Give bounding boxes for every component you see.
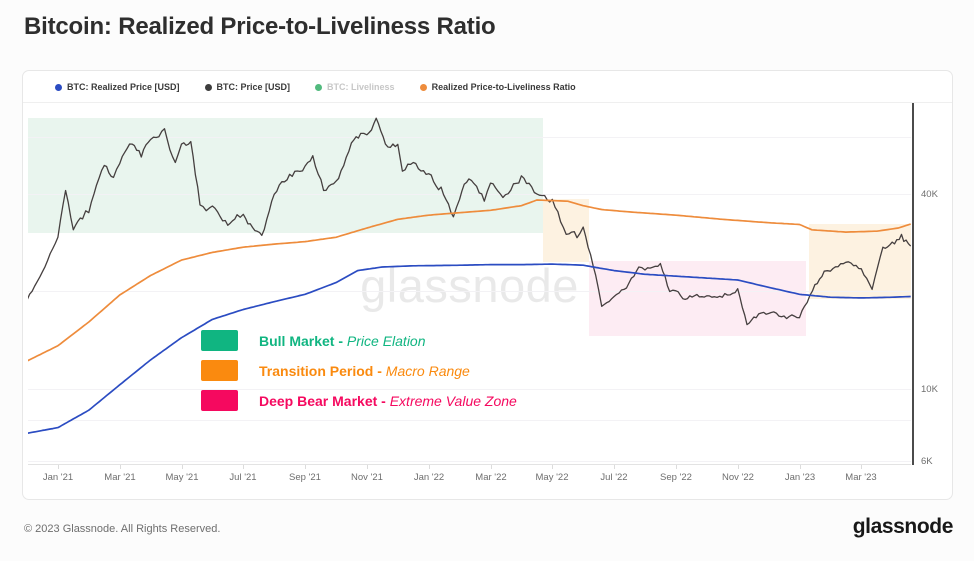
legend-item-btc-price-usd-[interactable]: BTC: Price [USD] — [204, 82, 291, 92]
legend-item-btc-realized-price-usd-[interactable]: BTC: Realized Price [USD] — [55, 82, 180, 92]
zone-transition-period — [808, 224, 911, 299]
legend-dot-icon — [55, 83, 62, 91]
zone-swatch-icon — [201, 330, 238, 351]
gridline-8k — [28, 420, 911, 421]
x-axis-label-sep-22: Sep '22 — [660, 472, 692, 483]
x-axis-label-mar-22: Mar '22 — [475, 472, 507, 483]
gridline-60k — [28, 137, 911, 138]
x-axis-label-nov-22: Nov '22 — [722, 472, 754, 483]
x-axis-label-sep-21: Sep '21 — [289, 472, 321, 483]
series-line-btc-realized-price-usd- — [28, 263, 911, 434]
x-axis-tick — [738, 465, 739, 469]
zone-deep-bear-market — [589, 261, 806, 336]
zone-legend-text: Bull Market - Price Elation — [259, 332, 426, 349]
y-axis-label-40k: 40K — [921, 189, 938, 200]
x-axis-tick — [305, 465, 306, 469]
gridline-20k — [28, 291, 911, 292]
x-axis-label-may-22: May '22 — [535, 472, 569, 483]
gridline-40k — [28, 194, 911, 195]
gridline-10k — [28, 389, 911, 390]
legend-divider — [23, 102, 952, 103]
watermark: glassnode — [360, 259, 579, 312]
x-axis-tick — [429, 465, 430, 469]
x-axis-label-jul-21: Jul '21 — [229, 472, 257, 483]
x-axis-tick — [676, 465, 677, 469]
glassnode-logo: glassnode — [852, 515, 954, 538]
legend-item-realized-price-to-liveliness-ratio[interactable]: Realized Price-to-Liveliness Ratio — [419, 82, 576, 92]
series-line-realized-price-to-liveliness-ratio — [28, 199, 911, 362]
x-axis-label-mar-23: Mar '23 — [845, 472, 877, 483]
y-axis-label-6k: 6K — [921, 456, 933, 467]
plot-area: glassnode Bull Market - Price Elation Tra… — [28, 106, 911, 465]
x-axis-tick — [243, 465, 244, 469]
legend-item-label: BTC: Realized Price [USD] — [67, 82, 180, 92]
y-axis-label-10k: 10K — [921, 384, 938, 395]
zone-legend-text: Deep Bear Market - Extreme Value Zone — [259, 392, 517, 409]
zone-legend-text: Transition Period - Macro Range — [259, 362, 470, 379]
zone-swatch-icon — [201, 390, 238, 411]
x-axis-label-nov-21: Nov '21 — [351, 472, 383, 483]
x-axis-tick — [491, 465, 492, 469]
page-title: Bitcoin: Realized Price-to-Liveliness Ra… — [24, 13, 496, 40]
zone-legend-row-bull-market: Bull Market - Price Elation — [201, 330, 517, 351]
y-axis-line — [912, 103, 914, 465]
x-axis-tick — [58, 465, 59, 469]
x-axis-label-may-21: May '21 — [165, 472, 199, 483]
zone-swatch-icon — [201, 360, 238, 381]
x-axis-tick — [120, 465, 121, 469]
zone-legend: Bull Market - Price Elation Transition Pe… — [201, 330, 517, 420]
series-line-btc-price-usd- — [28, 117, 911, 326]
chart-legend: BTC: Realized Price [USD] BTC: Price [USD… — [55, 79, 576, 95]
legend-item-btc-liveliness[interactable]: BTC: Liveliness — [315, 82, 395, 92]
x-axis-label-jan-23: Jan '23 — [784, 472, 816, 483]
chart-card: BTC: Realized Price [USD] BTC: Price [USD… — [22, 70, 953, 500]
x-axis-label-jan-22: Jan '22 — [413, 472, 445, 483]
x-axis-label-jan-21: Jan '21 — [42, 472, 74, 483]
x-axis-tick — [861, 465, 862, 469]
x-axis-tick — [800, 465, 801, 469]
x-axis-label-jul-22: Jul '22 — [600, 472, 628, 483]
zone-legend-row-transition-period: Transition Period - Macro Range — [201, 360, 517, 381]
x-axis-tick — [552, 465, 553, 469]
zone-legend-row-deep-bear-market: Deep Bear Market - Extreme Value Zone — [201, 390, 517, 411]
footer-copyright: © 2023 Glassnode. All Rights Reserved. — [24, 523, 221, 535]
legend-dot-icon — [204, 83, 212, 91]
legend-item-label: Realized Price-to-Liveliness Ratio — [431, 82, 576, 92]
legend-dot-icon — [315, 83, 323, 91]
legend-item-label: BTC: Liveliness — [327, 82, 395, 92]
x-axis-tick — [614, 465, 615, 469]
legend-dot-icon — [419, 83, 427, 91]
x-axis-tick — [182, 465, 183, 469]
legend-item-label: BTC: Price [USD] — [216, 82, 291, 92]
x-axis-tick — [367, 465, 368, 469]
x-axis-label-mar-21: Mar '21 — [104, 472, 136, 483]
series-svg — [28, 117, 911, 434]
gridline-6k — [28, 461, 911, 462]
